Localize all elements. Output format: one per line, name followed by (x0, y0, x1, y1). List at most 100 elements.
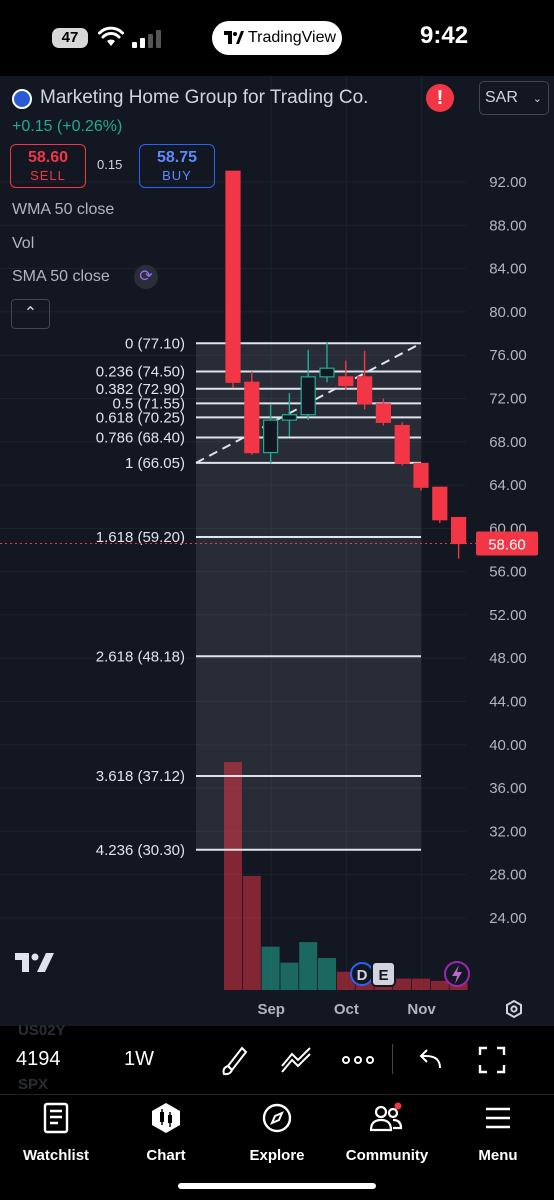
loading-icon: ⟳ (134, 265, 158, 289)
fibonacci-level-label: 0.236 (74.50) (96, 363, 185, 380)
symbol-title[interactable]: Marketing Home Group for Trading Co. (40, 87, 369, 108)
volume-bar (224, 762, 242, 990)
y-axis-tick-label: 24.00 (489, 910, 527, 927)
brush-icon[interactable] (220, 1044, 250, 1076)
candle-body (432, 486, 448, 521)
spread-value: 0.15 (97, 157, 123, 172)
tradingview-logo-icon (224, 31, 244, 44)
sell-label: SELL (30, 168, 66, 183)
fibonacci-level-label: 2.618 (48.18) (96, 648, 185, 665)
volume-bar (242, 876, 261, 990)
buy-button[interactable]: 58.75 BUY (139, 144, 215, 188)
x-axis-label: Nov (407, 1001, 436, 1018)
volume-bar (280, 962, 299, 990)
fullscreen-icon[interactable] (478, 1046, 506, 1074)
fibonacci-level-label: 0.382 (72.90) (96, 381, 185, 398)
tab-menu[interactable]: Menu (448, 1098, 548, 1164)
y-axis-tick-label: 92.00 (489, 174, 527, 191)
price-change: +0.15 (+0.26%) (12, 118, 123, 135)
watchlist-icon (43, 1102, 69, 1134)
logo-part (37, 953, 54, 972)
fibonacci-level-label: 1.618 (59.20) (96, 529, 185, 546)
gear-outline (506, 999, 522, 1019)
y-axis-tick-label: 36.00 (489, 780, 527, 797)
chart-icon (152, 1103, 180, 1133)
x-axis-label: Sep (257, 1001, 285, 1018)
y-axis-tick-label: 88.00 (489, 217, 527, 234)
indicator-sma[interactable]: SMA 50 close (12, 268, 110, 285)
fibonacci-level-label: 0.786 (68.40) (96, 429, 185, 446)
y-axis-tick-label: 44.00 (489, 694, 527, 711)
app-name: TradingView (248, 29, 337, 46)
candle-body (394, 424, 410, 465)
clock: 9:42 (420, 22, 469, 49)
candle-body (451, 516, 467, 545)
y-axis-tick-label: 80.00 (489, 304, 527, 321)
gear-center (510, 1005, 518, 1013)
earnings-marker (371, 961, 396, 987)
compass-icon (262, 1103, 292, 1133)
tab-label: Chart (146, 1147, 186, 1164)
ticker-spx[interactable]: SPX (18, 1076, 49, 1093)
settings-gear-icon (506, 999, 522, 1019)
volume-bar (318, 958, 336, 990)
y-axis-tick-label: 72.00 (489, 390, 527, 407)
volume-bar (299, 942, 318, 990)
candle-body (375, 403, 391, 423)
candle-body (281, 414, 297, 421)
symbol-logo-icon (12, 89, 32, 109)
buy-price: 58.75 (156, 149, 198, 166)
candle-body (244, 381, 260, 454)
indicator-wma[interactable]: WMA 50 close (12, 201, 115, 218)
ticker-us02y[interactable]: US02Y (18, 1022, 66, 1039)
tab-explore[interactable]: Explore (227, 1098, 327, 1164)
ticker-value[interactable]: 4194 (16, 1048, 61, 1070)
buy-label: BUY (162, 168, 192, 183)
dividend-marker-label: D (357, 967, 368, 984)
y-axis-tick-label: 64.00 (489, 477, 527, 494)
chart-toolbar (0, 1026, 554, 1094)
indicator-vol[interactable]: Vol (12, 235, 35, 252)
y-axis-tick-label: 48.00 (489, 650, 527, 667)
fibonacci-level-label: 1 (66.05) (125, 455, 185, 472)
earnings-marker-label: E (378, 967, 388, 984)
volume-bar (412, 978, 430, 990)
chart-area[interactable]: 0 (77.10) 0.236 (74.50) 0.382 (72.90) 0.5 (… (0, 76, 554, 1026)
status-bar: 47 TradingView 9:42 (0, 0, 554, 76)
currency-select[interactable]: SAR ⌄ (479, 81, 549, 115)
collapse-indicators-button[interactable]: ⌃ (11, 299, 50, 329)
tab-label: Menu (478, 1147, 518, 1164)
candle-body (225, 170, 241, 383)
last-price-badge (476, 531, 538, 556)
volume-bar (430, 980, 449, 990)
drawing-tools-icon[interactable] (280, 1046, 312, 1074)
y-axis-tick-label: 28.00 (489, 867, 527, 884)
community-icon (369, 1102, 403, 1132)
logo-part (22, 953, 29, 972)
timeframe-button[interactable]: 1W (124, 1048, 154, 1070)
tab-label: Watchlist (22, 1147, 90, 1164)
candle-body (338, 376, 354, 387)
volume-bar (261, 946, 280, 990)
sell-button[interactable]: 58.60 SELL (10, 144, 86, 188)
tab-community[interactable]: Community (337, 1098, 437, 1164)
price-chart[interactable]: 0 (77.10) 0.236 (74.50)0.382 (72.90)0.5 (… (0, 76, 554, 1026)
warning-icon[interactable]: ! (426, 84, 454, 112)
fibonacci-level-label: 0.618 (70.25) (96, 409, 185, 426)
tab-label: Community (345, 1147, 429, 1164)
fibonacci-level-label: 4.236 (30.30) (96, 842, 185, 859)
undo-icon[interactable] (418, 1048, 444, 1072)
tradingview-pill[interactable]: TradingView (212, 21, 342, 55)
tab-chart[interactable]: Chart (116, 1098, 216, 1164)
lightning-icon (452, 965, 462, 984)
sell-price: 58.60 (27, 149, 69, 166)
battery-indicator: 47 (52, 28, 88, 48)
candle-body (413, 462, 429, 488)
candle-body (300, 376, 316, 416)
menu-icon (486, 1107, 510, 1129)
y-axis-tick-label: 84.00 (489, 261, 527, 278)
logo-part (31, 953, 39, 961)
more-options-icon[interactable] (342, 1054, 374, 1066)
fibonacci-level-label: 0.5 (71.55) (112, 395, 185, 412)
tab-watchlist[interactable]: Watchlist (6, 1098, 106, 1164)
